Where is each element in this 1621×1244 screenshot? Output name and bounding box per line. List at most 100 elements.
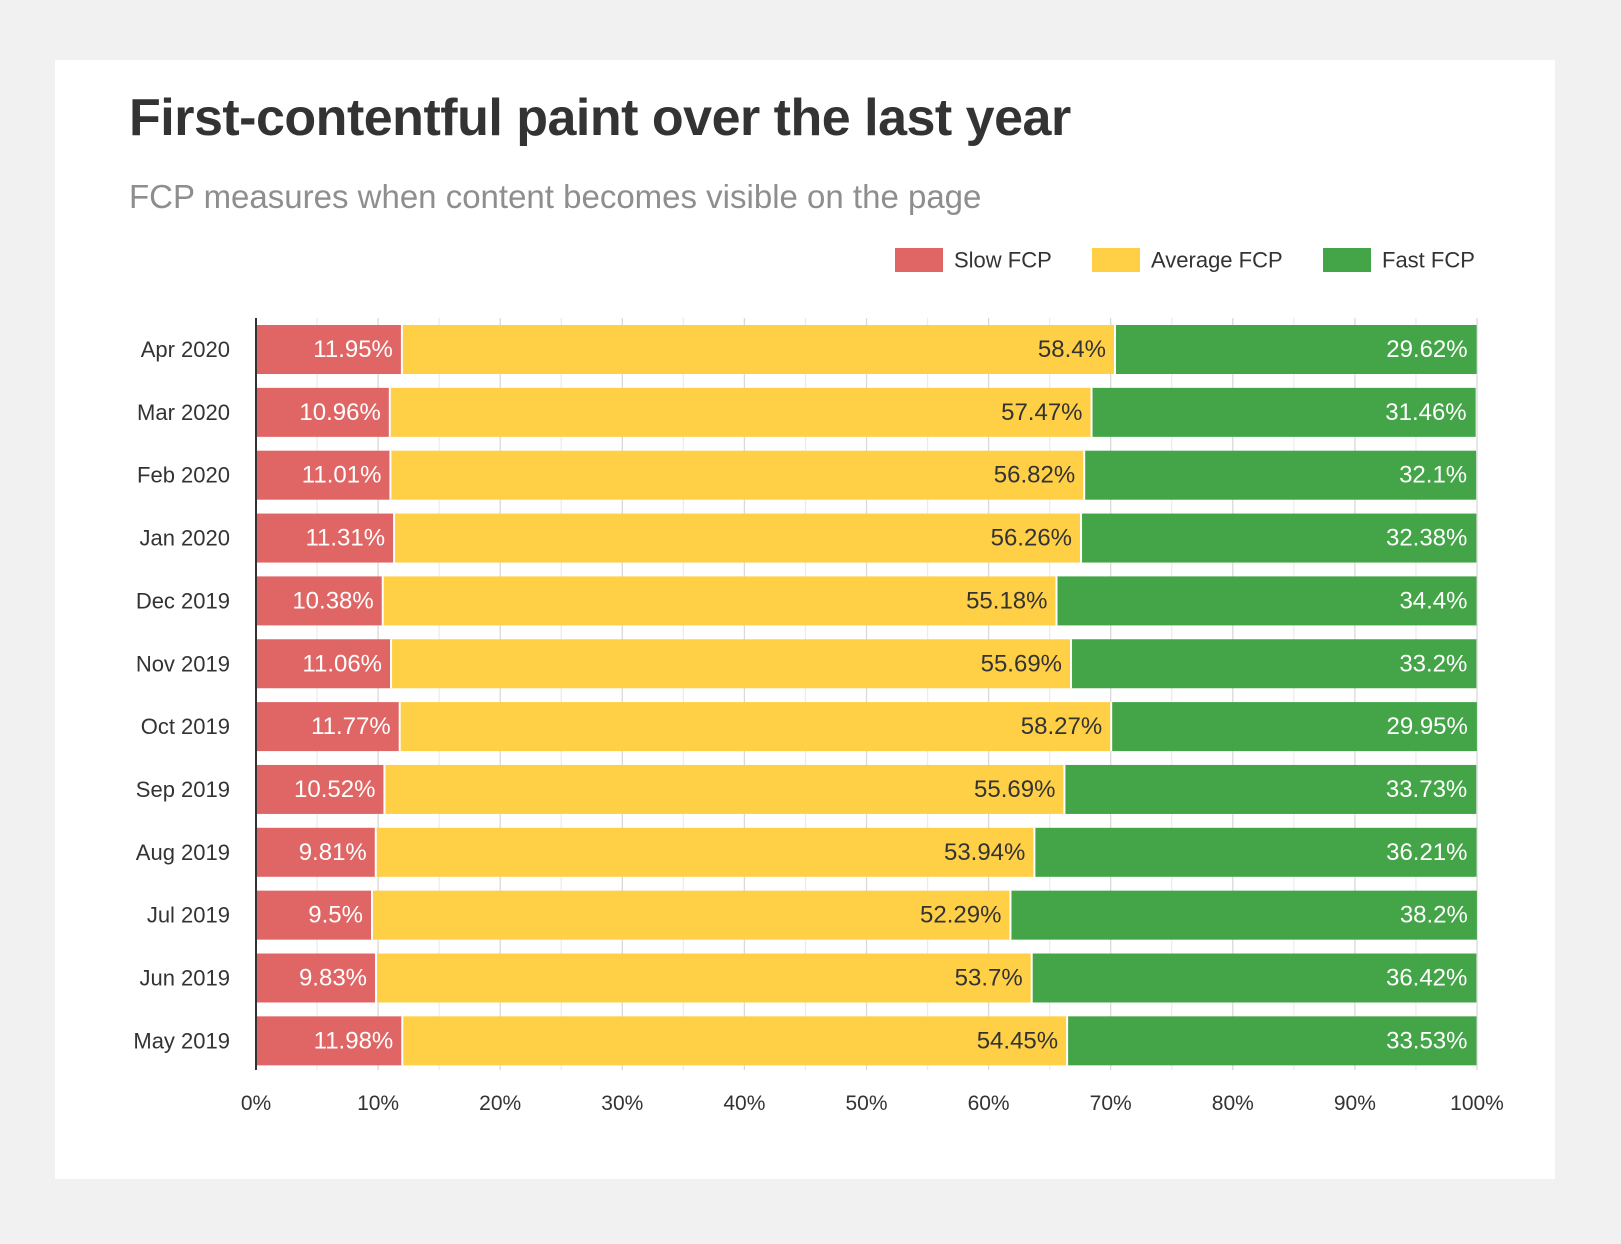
data-label: 29.95%	[1386, 713, 1467, 740]
category-label: May 2019	[133, 1028, 230, 1053]
x-tick-label: 10%	[357, 1092, 399, 1115]
category-label: Jul 2019	[147, 903, 230, 928]
bar-segment-fast-fcp	[1064, 764, 1477, 814]
bar-segment-slow-fcp	[256, 639, 392, 689]
chart-title: First-contentful paint over the last yea…	[129, 89, 1071, 147]
category-label: Sep 2019	[136, 777, 230, 802]
category-label: Oct 2019	[141, 714, 230, 739]
bar-segment-fast-fcp	[1056, 576, 1477, 626]
data-label: 55.18%	[966, 587, 1047, 614]
data-label: 55.69%	[974, 776, 1055, 803]
data-label: 34.4%	[1399, 587, 1467, 614]
category-label: Jun 2019	[139, 966, 230, 991]
data-label: 10.52%	[294, 776, 375, 803]
legend-label: Average FCP	[1151, 248, 1283, 273]
bar-segment-slow-fcp	[256, 890, 372, 940]
legend-swatch	[1323, 248, 1371, 272]
data-label: 36.42%	[1386, 965, 1467, 992]
data-label: 32.1%	[1399, 462, 1467, 489]
data-label: 54.45%	[977, 1027, 1058, 1054]
bar-segment-average-fcp	[394, 513, 1082, 563]
data-label: 33.53%	[1386, 1027, 1467, 1054]
category-label: Mar 2020	[137, 400, 230, 425]
data-label: 29.62%	[1386, 336, 1467, 363]
legend-label: Slow FCP	[954, 248, 1052, 273]
data-label: 57.47%	[1001, 399, 1082, 426]
data-label: 53.94%	[944, 839, 1025, 866]
data-label: 58.4%	[1038, 336, 1106, 363]
bar-segment-average-fcp	[399, 702, 1112, 752]
x-tick-label: 20%	[479, 1092, 521, 1115]
bar-segment-slow-fcp	[256, 387, 390, 437]
data-label: 33.73%	[1386, 776, 1467, 803]
data-label: 10.38%	[292, 587, 373, 614]
chart-subtitle: FCP measures when content becomes visibl…	[129, 178, 982, 215]
x-tick-label: 80%	[1212, 1092, 1254, 1115]
x-tick-label: 90%	[1334, 1092, 1376, 1115]
data-label: 11.31%	[305, 525, 385, 552]
bar-segment-fast-fcp	[1010, 890, 1477, 940]
bar-segment-slow-fcp	[256, 1016, 403, 1066]
bar-segment-fast-fcp	[1091, 387, 1476, 437]
bar-segment-fast-fcp	[1031, 953, 1477, 1003]
bar-segment-fast-fcp	[1034, 827, 1477, 877]
legend-label: Fast FCP	[1382, 248, 1475, 273]
data-label: 55.69%	[981, 650, 1062, 677]
bar-segment-fast-fcp	[1084, 450, 1477, 500]
x-tick-label: 50%	[845, 1092, 887, 1115]
bar-segment-fast-fcp	[1114, 325, 1477, 374]
data-label: 11.95%	[313, 336, 393, 363]
bar-segment-average-fcp	[375, 827, 1035, 877]
bar-segment-average-fcp	[390, 450, 1085, 500]
x-tick-label: 30%	[601, 1092, 643, 1115]
data-label: 9.81%	[299, 839, 367, 866]
bar-segment-average-fcp	[384, 764, 1065, 814]
data-label: 56.82%	[994, 462, 1075, 489]
data-label: 31.46%	[1385, 399, 1466, 426]
bar-segment-average-fcp	[371, 890, 1011, 940]
data-label: 52.29%	[920, 902, 1001, 929]
category-label: Aug 2019	[136, 840, 230, 865]
data-label: 9.83%	[299, 965, 367, 992]
legend-swatch	[1092, 248, 1140, 272]
data-label: 56.26%	[991, 525, 1072, 552]
legend-swatch	[895, 248, 943, 272]
bar-segment-slow-fcp	[256, 827, 376, 877]
data-label: 11.98%	[314, 1027, 394, 1054]
bar-segment-fast-fcp	[1081, 513, 1477, 563]
bar-segment-slow-fcp	[256, 450, 391, 500]
bar-segment-average-fcp	[391, 639, 1072, 689]
data-label: 58.27%	[1021, 713, 1102, 740]
bar-segment-average-fcp	[389, 387, 1092, 437]
data-label: 9.5%	[308, 902, 363, 929]
category-label: Apr 2020	[141, 337, 230, 362]
bar-segment-fast-fcp	[1071, 639, 1477, 689]
bar-segment-slow-fcp	[256, 702, 400, 752]
category-label: Nov 2019	[136, 651, 230, 676]
bar-segment-fast-fcp	[1111, 702, 1477, 752]
bar-segment-slow-fcp	[256, 576, 383, 626]
category-label: Feb 2020	[137, 463, 230, 488]
data-label: 38.2%	[1400, 902, 1468, 929]
bar-segment-average-fcp	[401, 325, 1115, 374]
data-label: 36.21%	[1386, 839, 1467, 866]
data-label: 11.06%	[302, 650, 382, 677]
data-label: 32.38%	[1386, 525, 1467, 552]
bar-segment-average-fcp	[382, 576, 1057, 626]
bar-segment-average-fcp	[402, 1016, 1068, 1066]
bar-segment-average-fcp	[376, 953, 1032, 1003]
data-label: 10.96%	[299, 399, 380, 426]
data-label: 53.7%	[955, 965, 1023, 992]
data-label: 11.77%	[311, 713, 391, 740]
bar-segment-slow-fcp	[256, 513, 395, 563]
x-tick-label: 60%	[968, 1092, 1010, 1115]
x-tick-label: 40%	[723, 1092, 765, 1115]
x-tick-label: 70%	[1090, 1092, 1132, 1115]
data-label: 33.2%	[1399, 650, 1467, 677]
x-tick-label: 100%	[1450, 1092, 1504, 1115]
data-label: 11.01%	[302, 462, 382, 489]
bar-segment-slow-fcp	[256, 764, 385, 814]
category-label: Dec 2019	[136, 588, 230, 613]
bar-segment-slow-fcp	[256, 953, 377, 1003]
